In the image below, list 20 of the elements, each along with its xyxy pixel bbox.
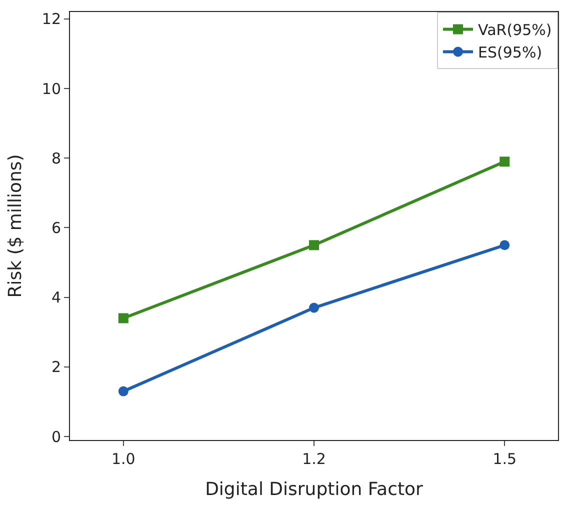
y-tick-label: 12 [42,10,61,28]
point [500,156,510,167]
x-tick-label: 1.2 [302,450,326,468]
point [118,313,128,324]
y-tick-label: 8 [51,149,61,168]
x-tick-label: 1.5 [492,450,517,468]
legend-label: ES(95%) [478,44,542,62]
point [500,240,510,250]
y-tick-label: 6 [51,218,61,237]
y-axis-title: Risk ($ millions) [5,154,26,298]
y-tick-label: 2 [51,358,61,376]
y-tick-label: 10 [42,80,61,98]
point [309,302,319,313]
x-tick-label: 1.0 [111,450,136,468]
point [309,240,319,250]
y-tick-label: 0 [51,428,61,446]
point [118,386,128,396]
y-tick-label: 4 [51,288,61,307]
x-axis-title: Digital Disruption Factor [205,479,424,500]
legend-label: VaR(95%) [478,21,552,40]
